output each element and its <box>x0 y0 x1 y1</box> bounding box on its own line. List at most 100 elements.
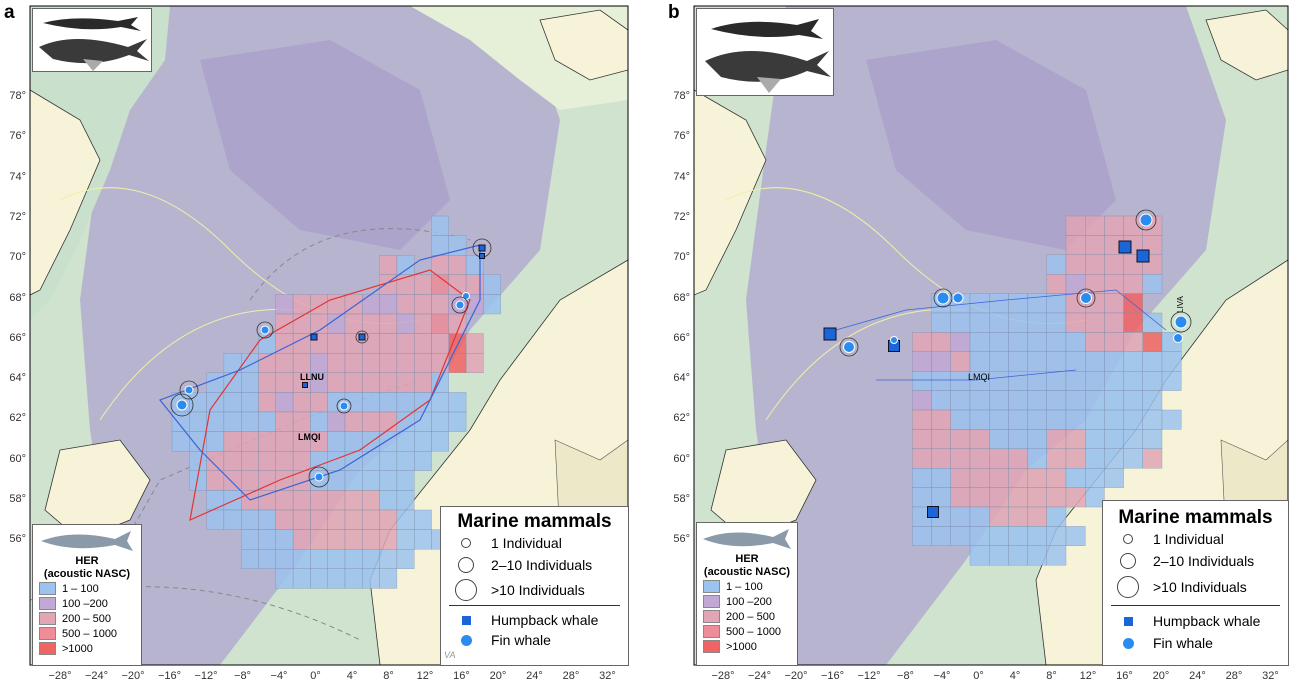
her-grid-cell <box>310 294 328 315</box>
humpback-symbol <box>1123 616 1133 626</box>
her-grid-cell <box>1065 429 1086 449</box>
x-tick-label: −20° <box>784 670 808 682</box>
her-legend-subtitle: (acoustic NASC) <box>703 566 791 578</box>
her-grid-cell <box>379 353 398 374</box>
her-grid-cell <box>989 526 1009 547</box>
her-grid-cell <box>310 392 328 413</box>
her-grid-a <box>171 215 501 589</box>
her-grid-cell <box>258 470 276 491</box>
her-grid-cell <box>344 411 363 432</box>
her-legend-title: HER <box>735 553 759 565</box>
her-grid-cell <box>989 409 1009 430</box>
her-grid-cell <box>431 313 449 334</box>
y-tick-label: 72° <box>9 210 26 223</box>
sighting-size-ring <box>170 393 194 417</box>
her-grid-cell <box>912 487 932 508</box>
her-grid-cell <box>327 372 346 393</box>
x-tick-label: 16° <box>1116 670 1133 682</box>
her-grid-cell <box>327 294 346 315</box>
her-legend-title: HER <box>75 555 99 567</box>
humpback-sighting <box>1136 249 1150 263</box>
her-grid-cell <box>1104 312 1124 333</box>
her-grid-cell <box>989 506 1009 527</box>
her-grid-cell <box>379 470 398 491</box>
sighting-size-ring <box>256 321 274 339</box>
x-tick-label: −8° <box>234 670 251 682</box>
her-grid-cell <box>362 372 380 393</box>
her-grid-cell <box>989 332 1009 352</box>
x-tick-label: 28° <box>1225 670 1243 682</box>
her-grid-cell <box>431 353 449 374</box>
fin-whale-sighting <box>176 399 188 411</box>
deep-basin-core <box>866 40 1116 250</box>
fin-whale-sighting <box>314 472 324 482</box>
her-grid-cell <box>1027 409 1048 430</box>
her-grid-cell <box>1104 293 1124 314</box>
map-panel-b: b HER (acoustic NASC) 1 – 100 100 –200 2… <box>646 0 1292 686</box>
her-class-row: >1000 <box>33 641 141 656</box>
mammal-legend-title: Marine mammals <box>457 511 612 532</box>
her-grid-cell <box>344 470 363 491</box>
x-tick-label: −12° <box>857 670 881 682</box>
her-grid-cell <box>1046 390 1067 411</box>
her-grid-cell <box>396 529 415 550</box>
her-grid-cell <box>379 549 398 570</box>
her-legend-subtitle: (acoustic NASC) <box>43 568 131 580</box>
her-grid-cell <box>1142 429 1163 449</box>
her-grid-cell <box>275 411 294 432</box>
her-grid-cell <box>931 526 952 547</box>
her-grid-cell <box>1065 409 1086 430</box>
y-tick-label: 62° <box>9 412 26 425</box>
her-class-row: 200 – 500 <box>697 609 797 624</box>
map-a-svg <box>29 5 629 666</box>
y-tick-label: 56° <box>673 533 690 546</box>
her-grid-cell <box>206 431 225 452</box>
her-grid-cell <box>1027 526 1048 547</box>
her-grid-cell <box>1104 448 1124 469</box>
her-grid-cell <box>396 451 415 472</box>
her-grid-cell <box>292 490 311 511</box>
her-grid-cell <box>344 431 363 452</box>
her-grid-cell <box>1104 409 1124 430</box>
herring-icon <box>703 529 791 549</box>
her-grid-cell <box>989 312 1009 333</box>
her-grid-cell <box>292 549 311 570</box>
her-grid-cell <box>414 509 432 530</box>
her-grid-cell <box>362 470 380 491</box>
x-tick-label: −24° <box>84 670 109 682</box>
y-tick-label: 60° <box>9 452 26 465</box>
her-grid-cell <box>1046 254 1067 275</box>
track-label-lmqi: LMQI <box>298 432 321 442</box>
sightings-a <box>170 238 492 488</box>
her-grid-cell <box>414 333 432 354</box>
x-tick-label: 0° <box>973 670 984 682</box>
y-tick-label: 56° <box>9 533 26 546</box>
her-grid-cell <box>327 490 346 511</box>
her-grid-cell <box>912 332 932 352</box>
sighting-size-ring <box>1170 311 1192 333</box>
y-tick-label: 74° <box>9 170 26 183</box>
her-grid-cell <box>1027 332 1048 352</box>
her-grid-cell <box>240 372 259 393</box>
corner-label-va: VA <box>444 650 456 660</box>
fin-whale-symbol <box>1122 637 1134 649</box>
her-grid-cell <box>969 506 990 527</box>
her-grid-cell <box>327 549 346 570</box>
her-grid-cell <box>362 353 380 374</box>
her-grid-cell <box>240 451 259 472</box>
her-grid-cell <box>1142 332 1163 352</box>
her-class-row: 500 – 1000 <box>697 624 797 639</box>
her-grid-cell <box>292 392 311 413</box>
her-grid-cell <box>206 509 225 530</box>
her-grid-cell <box>327 431 346 452</box>
her-grid-cell <box>379 333 398 354</box>
sighting-size-ring <box>933 288 953 308</box>
sighting-size-ring <box>308 466 330 488</box>
her-grid-cell <box>1123 429 1144 449</box>
her-grid-cell <box>989 487 1009 508</box>
her-grid-cell <box>1065 371 1086 391</box>
her-grid-cell <box>1161 351 1182 372</box>
her-legend-a: HER (acoustic NASC) 1 – 100 100 –200 200… <box>32 524 142 666</box>
her-grid-cell <box>1085 312 1105 333</box>
her-grid-cell <box>223 431 242 452</box>
